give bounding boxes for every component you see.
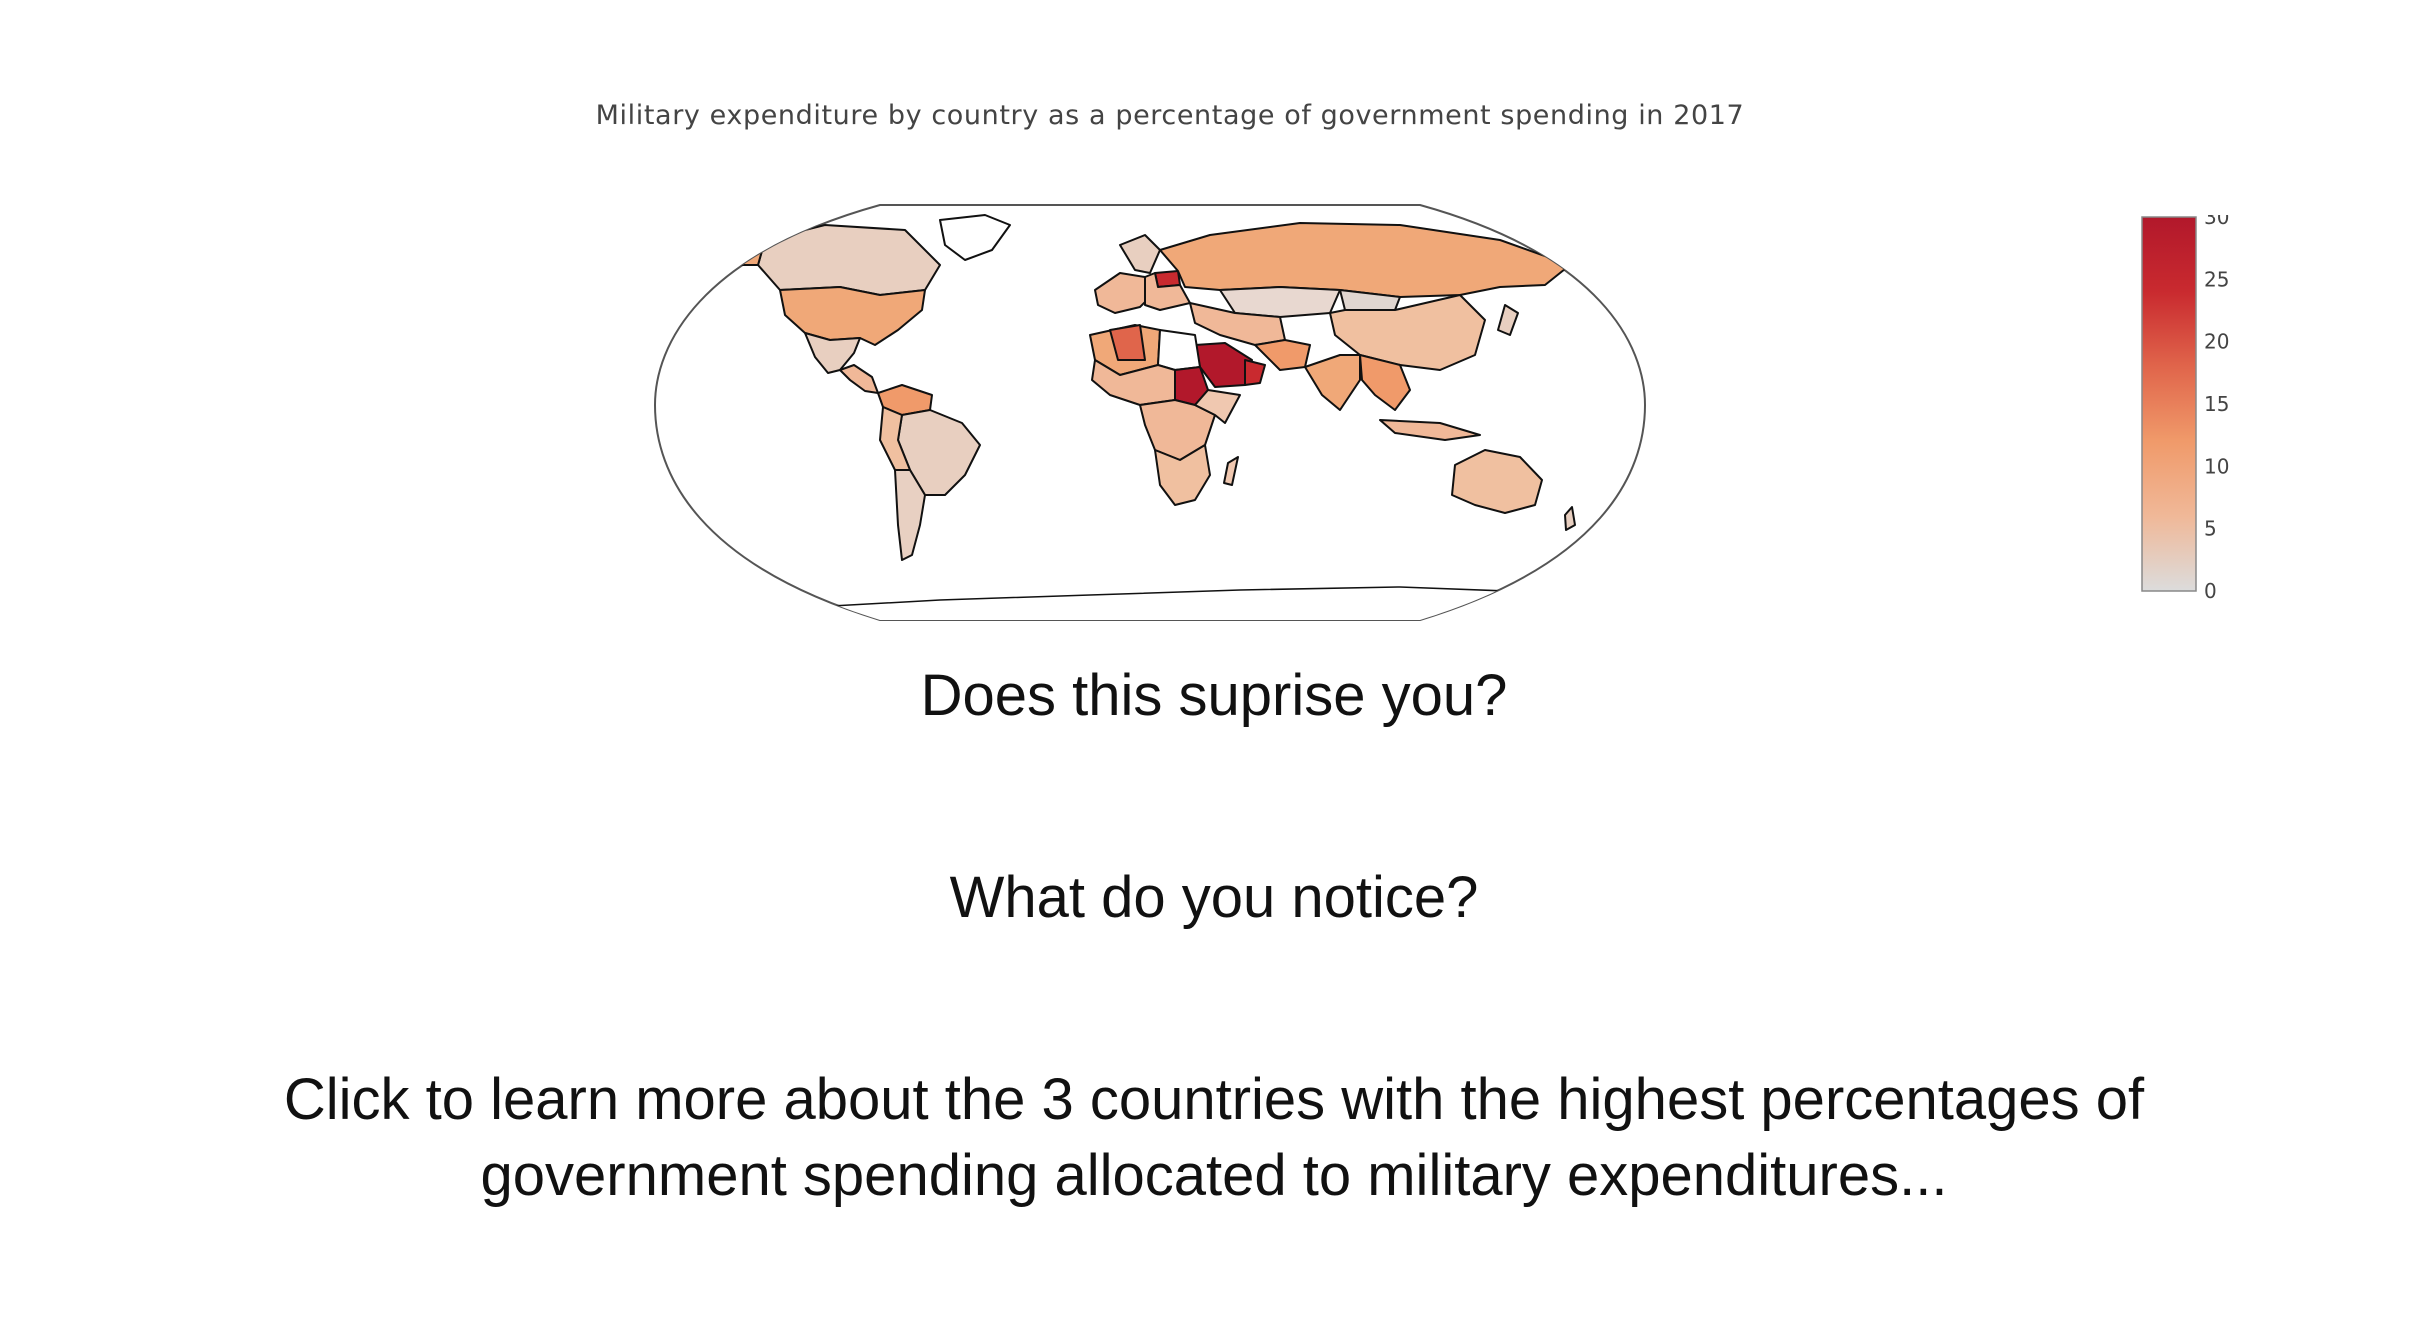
surprise-question: Does this suprise you? (920, 663, 1508, 728)
colorbar-tick-label: 20 (2204, 330, 2229, 354)
region-russia[interactable] (1159, 222, 1571, 298)
colorbar-tick-label: 25 (2204, 267, 2229, 291)
colorbar-tick-label: 5 (2204, 517, 2217, 541)
colorbar-tick-label: 30 (2204, 215, 2229, 229)
region-indonesia[interactable] (1379, 419, 1481, 441)
colorbar-tick-label: 10 (2204, 454, 2229, 478)
region-antarctica (759, 586, 1561, 620)
region-greenland (939, 214, 1011, 261)
region-scandinavia[interactable] (1119, 234, 1161, 274)
region-new-zealand[interactable] (1564, 506, 1576, 531)
region-southern-africa[interactable] (1154, 444, 1211, 506)
region-libya-egypt[interactable] (1157, 329, 1201, 371)
region-usa[interactable] (779, 286, 926, 346)
region-oman-uae[interactable] (1244, 359, 1266, 386)
region-afghanistan-pakistan[interactable] (1254, 339, 1311, 371)
region-eastern-europe[interactable] (1144, 272, 1191, 311)
colorbar-tick-label: 0 (2204, 579, 2217, 603)
region-horn-of-africa[interactable] (1194, 389, 1241, 424)
colorbar-gradient (2141, 216, 2197, 592)
region-china[interactable] (1329, 294, 1486, 371)
region-argentina-chile[interactable] (894, 469, 926, 561)
notice-question: What do you notice? (949, 865, 1479, 930)
region-southeast-asia[interactable] (1359, 354, 1411, 411)
world-choropleth-map[interactable] (640, 195, 1660, 635)
region-australia[interactable] (1451, 449, 1543, 514)
colorbar-tick-label: 15 (2204, 392, 2229, 416)
region-madagascar[interactable] (1223, 456, 1239, 486)
region-india[interactable] (1304, 354, 1361, 411)
region-mexico[interactable] (804, 332, 861, 374)
colorbar: 0 5 10 15 20 25 30 (2141, 215, 2229, 603)
map-title: Military expenditure by country as a per… (595, 100, 1745, 131)
region-algeria[interactable] (1109, 324, 1146, 361)
region-japan[interactable] (1497, 304, 1519, 336)
learn-more-link[interactable]: Click to learn more about the 3 countrie… (283, 1067, 2145, 1208)
